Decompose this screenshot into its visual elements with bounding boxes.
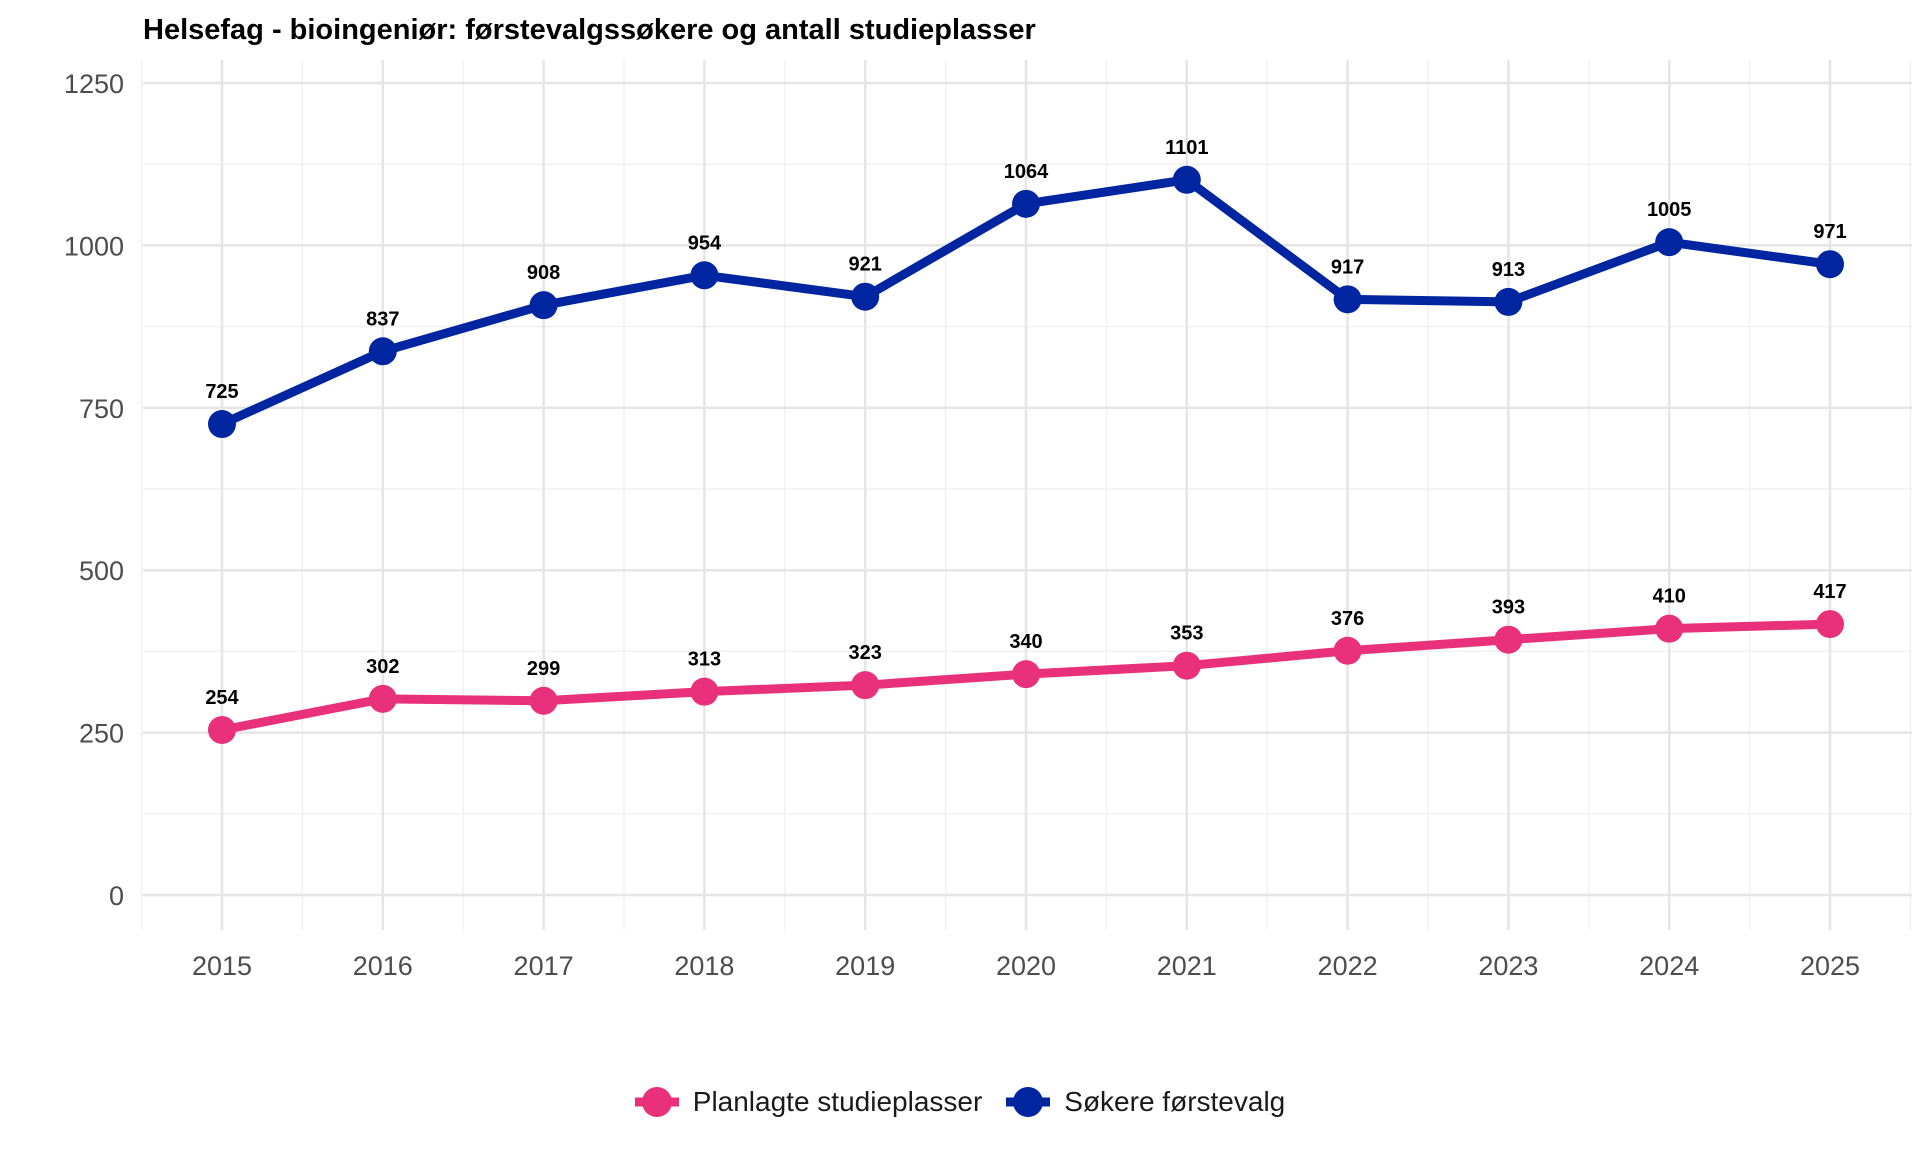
x-tick-label: 2017 <box>514 951 574 981</box>
data-point <box>208 410 236 439</box>
data-point <box>1012 660 1040 689</box>
data-point <box>1494 625 1523 654</box>
data-label: 353 <box>1170 623 1203 645</box>
data-point <box>368 337 397 366</box>
y-tick-label: 1000 <box>64 231 124 261</box>
data-label: 954 <box>688 232 722 254</box>
y-tick-label: 0 <box>109 881 124 911</box>
data-series <box>208 165 1844 745</box>
data-label: 340 <box>1009 631 1042 653</box>
x-tick-label: 2016 <box>353 951 413 981</box>
data-label: 410 <box>1653 586 1686 608</box>
data-point <box>1333 285 1362 314</box>
y-tick-label: 500 <box>79 556 124 586</box>
legend-label-planlagte: Planlagte studieplasser <box>692 1086 983 1117</box>
x-tick-label: 2019 <box>835 951 895 981</box>
x-tick-label: 2024 <box>1639 951 1699 981</box>
data-point <box>1655 614 1684 643</box>
legend-key-planlagte <box>634 1087 679 1117</box>
data-label: 913 <box>1492 259 1525 281</box>
data-point <box>1333 636 1362 665</box>
data-point <box>529 291 558 320</box>
x-tick-label: 2018 <box>674 951 734 981</box>
data-label: 302 <box>366 656 399 678</box>
data-point <box>529 686 558 715</box>
data-label: 917 <box>1331 256 1364 278</box>
legend-label-sokere: Søkere førstevalg <box>1064 1086 1286 1117</box>
data-point <box>1494 287 1523 316</box>
data-label: 725 <box>205 381 238 403</box>
legend-item-planlagte: Planlagte studieplasser <box>634 1080 983 1124</box>
data-label: 376 <box>1331 608 1364 630</box>
grid-lines <box>140 60 1912 930</box>
data-label: 313 <box>688 649 721 671</box>
data-label: 908 <box>527 262 560 284</box>
y-tick-label: 1250 <box>64 69 124 99</box>
data-point <box>1012 189 1040 218</box>
data-label: 1101 <box>1165 137 1208 159</box>
data-label: 254 <box>205 687 239 709</box>
axis-labels: 0 250 500 750 1000 1250 2015 2016 2017 2018 2019 20… <box>64 69 1860 981</box>
data-point <box>851 671 880 700</box>
data-label: 323 <box>849 642 882 664</box>
data-point <box>208 716 236 745</box>
x-tick-label: 2020 <box>996 951 1056 981</box>
data-label: 921 <box>849 254 882 276</box>
data-point <box>690 261 719 290</box>
data-label: 971 <box>1813 221 1846 243</box>
chart-title: Helsefag - bioingeniør: førstevalgssøker… <box>143 14 1036 46</box>
data-labels: 725 837 908 954 921 1064 1101 917 913 1005 971 254 3… <box>205 137 1846 709</box>
data-point <box>1172 651 1201 680</box>
data-label: 1005 <box>1647 199 1692 221</box>
x-tick-label: 2015 <box>192 951 252 981</box>
legend-item-sokere: Søkere førstevalg <box>1006 1080 1285 1124</box>
data-point <box>1172 165 1201 194</box>
data-label: 393 <box>1492 597 1525 619</box>
data-point <box>1816 610 1844 639</box>
data-point <box>1655 228 1684 257</box>
data-label: 837 <box>366 308 399 330</box>
data-point <box>690 677 719 706</box>
x-tick-label: 2023 <box>1478 951 1538 981</box>
data-label: 299 <box>527 658 560 680</box>
data-label: 1064 <box>1004 161 1049 183</box>
y-tick-label: 750 <box>79 394 124 424</box>
legend-key-sokere <box>1006 1087 1051 1117</box>
data-point <box>1816 250 1844 279</box>
data-point <box>851 282 880 311</box>
x-tick-label: 2021 <box>1157 951 1217 981</box>
x-tick-label: 2022 <box>1318 951 1378 981</box>
y-tick-label: 250 <box>79 719 124 749</box>
x-tick-label: 2025 <box>1800 951 1860 981</box>
chart-legend: Planlagte studieplasser Søkere førsteval… <box>0 1080 1920 1124</box>
data-label: 417 <box>1813 581 1846 603</box>
data-point <box>368 684 397 713</box>
